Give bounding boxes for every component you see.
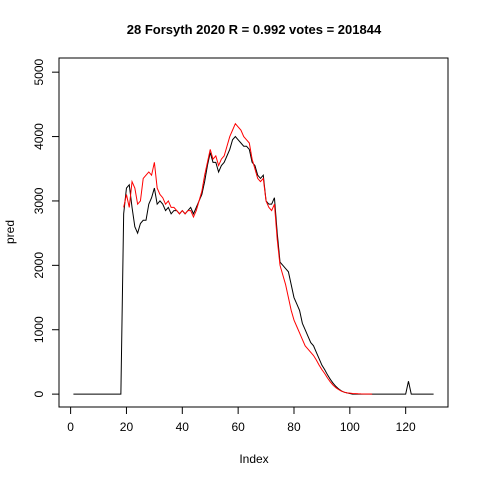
x-tick-label: 60 [231,420,245,434]
y-tick-label: 3000 [32,187,46,214]
x-tick-label: 100 [340,420,360,434]
y-tick-label: 2000 [32,252,46,279]
y-tick-label: 0 [32,390,46,397]
series-line [73,135,434,395]
x-tick-label: 0 [67,420,74,434]
x-tick-label: 120 [396,420,416,434]
chart-title: 28 Forsyth 2020 R = 0.992 votes = 201844 [127,22,382,37]
series-line [123,122,373,395]
plot-box [58,57,449,408]
x-tick-label: 40 [176,420,190,434]
y-tick-label: 1000 [32,316,46,343]
x-axis-label: Index [239,452,268,466]
x-tick-label: 80 [287,420,301,434]
y-axis-label: pred [3,220,17,244]
y-tick-label: 5000 [32,58,46,85]
y-tick-label: 4000 [32,123,46,150]
x-tick-label: 20 [120,420,134,434]
